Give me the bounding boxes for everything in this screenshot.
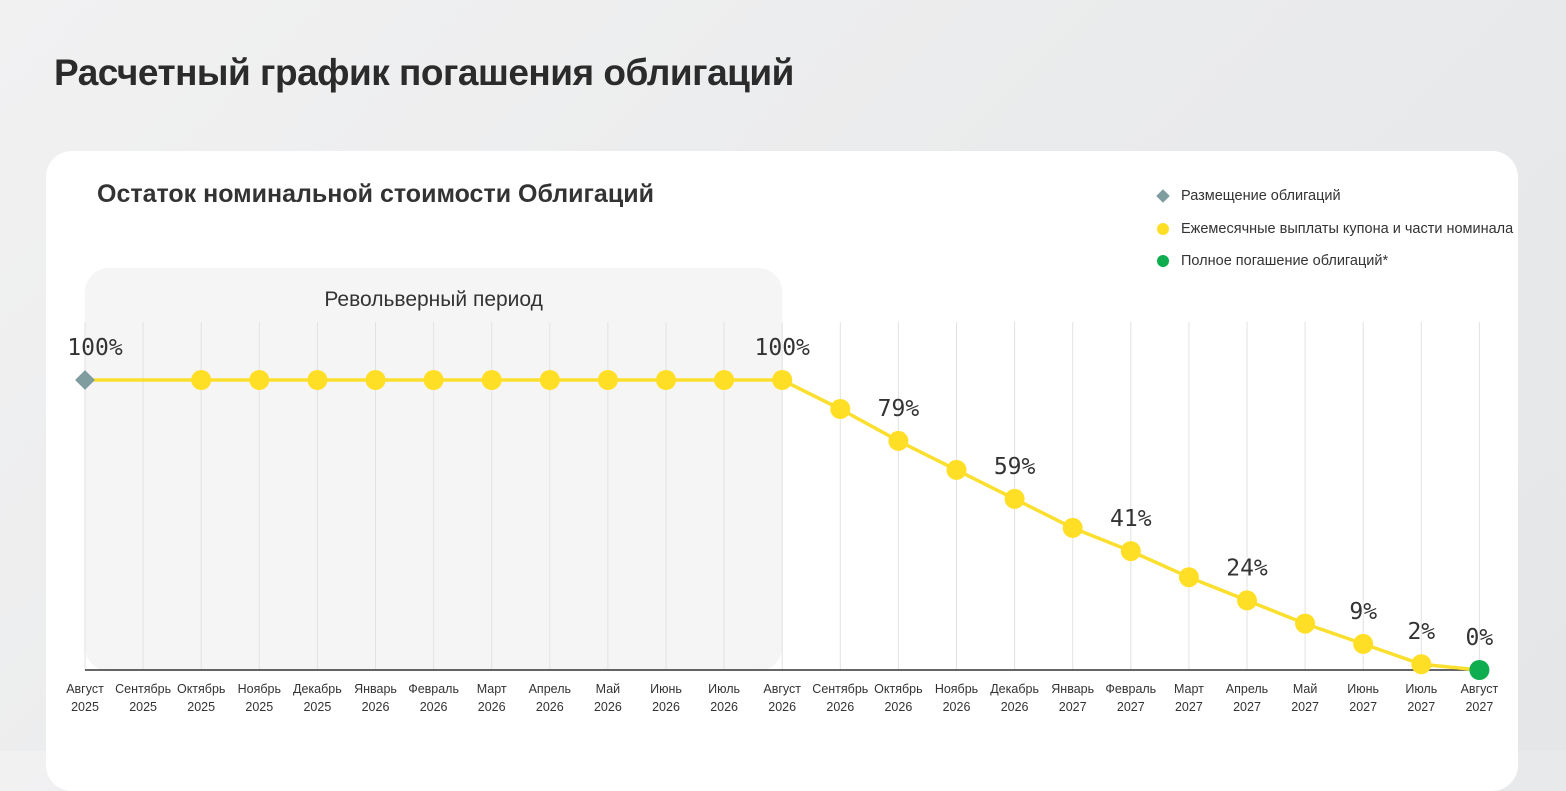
x-tick-year: 2026: [826, 700, 854, 714]
data-label: 100%: [67, 335, 123, 361]
x-tick-month: Май: [1293, 682, 1318, 696]
data-point: [656, 370, 676, 390]
x-tick-year: 2026: [652, 700, 680, 714]
x-tick-year: 2027: [1349, 700, 1377, 714]
legend-label-monthly: Ежемесячные выплаты купона и части номин…: [1181, 220, 1514, 237]
data-label: 9%: [1349, 599, 1377, 625]
x-tick-month: Октябрь: [177, 682, 225, 696]
monthly-dot-icon: [1157, 222, 1169, 235]
data-point: [191, 370, 212, 390]
data-label: 79%: [878, 396, 920, 422]
x-tick-month: Февраль: [408, 682, 459, 696]
data-point: [830, 399, 851, 419]
data-point: [1237, 590, 1257, 611]
x-tick-year: 2026: [362, 700, 390, 714]
legend-item-monthly: Ежемесячные выплаты купона и части номин…: [1157, 213, 1513, 246]
legend-label-placement: Размещение облигаций: [1181, 188, 1341, 205]
x-tick-year: 2026: [710, 700, 738, 714]
x-tick-month: Август: [763, 682, 801, 696]
chart-title: Остаток номинальной стоимости Облигаций: [97, 180, 654, 208]
x-tick-year: 2025: [71, 700, 99, 714]
legend-item-placement: Размещение облигаций: [1156, 180, 1513, 213]
x-tick-month: Ноябрь: [935, 682, 978, 696]
x-tick-month: Июнь: [650, 682, 682, 696]
x-tick-year: 2026: [943, 700, 971, 714]
line-chart: Револьверный период Август 2025 Сентябрь 202…: [66, 288, 1499, 714]
x-tick-year: 2027: [1059, 700, 1087, 714]
x-tick-year: 2025: [303, 700, 331, 714]
x-tick-year: 2026: [594, 700, 622, 714]
x-tick-month: Декабрь: [293, 682, 342, 696]
data-label: 24%: [1226, 555, 1268, 581]
data-point: [423, 370, 444, 390]
data-point: [365, 370, 386, 390]
data-label: 100%: [755, 335, 811, 361]
x-tick-month: Январь: [354, 682, 397, 696]
data-point: [539, 370, 560, 390]
data-point: [1004, 488, 1025, 509]
x-tick-month: Апрель: [1226, 682, 1268, 696]
revolving-period-label: Револьверный период: [324, 288, 543, 311]
x-tick-year: 2027: [1407, 700, 1435, 714]
x-tick-month: Апрель: [529, 682, 571, 696]
x-tick-year: 2027: [1117, 700, 1145, 714]
x-tick-month: Сентябрь: [115, 682, 171, 696]
x-tick-month: Ноябрь: [238, 682, 281, 696]
x-tick-month: Январь: [1051, 682, 1094, 696]
placement-point: [75, 370, 95, 390]
x-tick-year: 2027: [1233, 700, 1261, 714]
data-point: [1411, 654, 1432, 675]
x-tick-month: Июнь: [1347, 682, 1379, 696]
data-point: [772, 370, 793, 390]
data-label: 2%: [1407, 619, 1435, 645]
data-point: [597, 370, 618, 390]
x-tick-year: 2026: [1001, 700, 1029, 714]
x-tick-year: 2025: [187, 700, 215, 714]
x-tick-year: 2025: [245, 700, 273, 714]
x-tick-month: Май: [596, 682, 621, 696]
legend-item-full: Полное погашение облигаций*: [1157, 245, 1513, 278]
x-tick-year: 2026: [768, 700, 796, 714]
data-point: [946, 459, 967, 480]
x-tick-month: Август: [66, 682, 104, 696]
data-point: [481, 370, 502, 390]
x-tick-month: Февраль: [1105, 682, 1156, 696]
x-tick-year: 2027: [1465, 700, 1493, 714]
page-title: Расчетный график погашения облигаций: [54, 52, 794, 93]
x-tick-year: 2026: [884, 700, 912, 714]
x-tick-month: Сентябрь: [812, 682, 868, 696]
data-point: [1295, 613, 1316, 634]
x-tick-month: Июль: [1405, 682, 1437, 696]
data-label: 0%: [1466, 625, 1494, 651]
x-tick-year: 2026: [420, 700, 448, 714]
data-point: [1120, 541, 1141, 562]
legend: Размещение облигаций Ежемесячные выплаты…: [1156, 180, 1513, 278]
x-tick-month: Март: [1174, 682, 1204, 696]
legend-label-full: Полное погашение облигаций*: [1181, 253, 1389, 270]
data-label: 59%: [994, 454, 1036, 480]
x-tick-year: 2027: [1291, 700, 1319, 714]
x-tick-month: Март: [477, 682, 507, 696]
data-point: [249, 370, 270, 390]
data-point: [714, 370, 735, 390]
full-redemption-point: [1469, 660, 1490, 680]
x-tick-month: Июль: [708, 682, 740, 696]
x-tick-month: Август: [1461, 682, 1499, 696]
data-label: 41%: [1110, 506, 1152, 532]
data-point: [307, 370, 328, 390]
data-point: [1178, 567, 1199, 588]
x-tick-year: 2027: [1175, 700, 1203, 714]
full-dot-icon: [1157, 255, 1169, 268]
x-tick-year: 2026: [536, 700, 564, 714]
x-tick-month: Декабрь: [990, 682, 1039, 696]
data-point: [888, 430, 909, 451]
data-point: [1353, 633, 1374, 654]
x-tick-month: Октябрь: [874, 682, 922, 696]
x-tick-year: 2026: [478, 700, 506, 714]
x-tick-year: 2025: [129, 700, 157, 714]
data-point: [1062, 517, 1083, 538]
